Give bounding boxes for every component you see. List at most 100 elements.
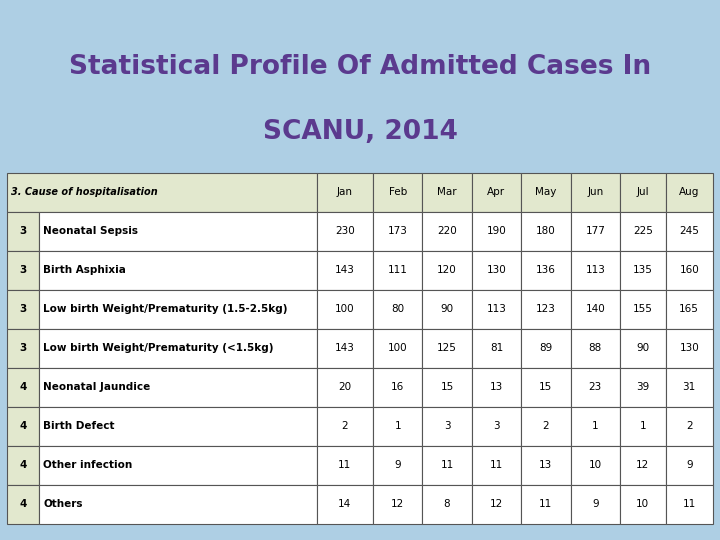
- Text: Others: Others: [43, 500, 83, 509]
- Bar: [373, 407, 423, 446]
- Bar: [571, 485, 620, 524]
- Bar: [571, 407, 620, 446]
- Bar: [39, 485, 317, 524]
- Text: 11: 11: [683, 500, 696, 509]
- Bar: [571, 446, 620, 485]
- Bar: [666, 251, 713, 290]
- Bar: [521, 290, 571, 329]
- Text: Statistical Profile Of Admitted Cases In: Statistical Profile Of Admitted Cases In: [69, 55, 651, 80]
- Bar: [373, 446, 423, 485]
- Text: 173: 173: [387, 226, 408, 237]
- Text: SCANU, 2014: SCANU, 2014: [263, 119, 457, 145]
- Text: 3: 3: [19, 265, 27, 275]
- Bar: [373, 290, 423, 329]
- Bar: [7, 446, 39, 485]
- Text: 15: 15: [539, 382, 552, 392]
- Bar: [521, 329, 571, 368]
- Bar: [317, 368, 373, 407]
- Bar: [666, 368, 713, 407]
- Bar: [7, 485, 39, 524]
- Text: 3: 3: [19, 305, 27, 314]
- Bar: [521, 212, 571, 251]
- Text: Jan: Jan: [337, 187, 353, 197]
- Bar: [666, 173, 713, 212]
- Bar: [666, 290, 713, 329]
- Bar: [317, 173, 373, 212]
- Text: 230: 230: [335, 226, 355, 237]
- Text: Low birth Weight/Prematurity (<1.5kg): Low birth Weight/Prematurity (<1.5kg): [43, 343, 274, 353]
- Text: 4: 4: [19, 460, 27, 470]
- Text: 113: 113: [487, 305, 506, 314]
- Bar: [423, 173, 472, 212]
- Bar: [666, 212, 713, 251]
- Text: 3: 3: [493, 421, 500, 431]
- Text: Neonatal Jaundice: Neonatal Jaundice: [43, 382, 150, 392]
- Bar: [472, 446, 521, 485]
- Text: 8: 8: [444, 500, 451, 509]
- Bar: [39, 290, 317, 329]
- Bar: [620, 251, 666, 290]
- Bar: [620, 290, 666, 329]
- Text: 2: 2: [341, 421, 348, 431]
- Bar: [423, 212, 472, 251]
- Text: 31: 31: [683, 382, 696, 392]
- Text: 4: 4: [19, 382, 27, 392]
- Text: 100: 100: [388, 343, 408, 353]
- Bar: [571, 173, 620, 212]
- Text: 80: 80: [391, 305, 404, 314]
- Text: 9: 9: [395, 460, 401, 470]
- Text: 130: 130: [680, 343, 699, 353]
- Text: 143: 143: [335, 343, 355, 353]
- Bar: [666, 446, 713, 485]
- Bar: [317, 290, 373, 329]
- Text: 90: 90: [441, 305, 454, 314]
- Text: 155: 155: [633, 305, 653, 314]
- Text: 135: 135: [633, 265, 653, 275]
- Text: Aug: Aug: [679, 187, 699, 197]
- Bar: [373, 368, 423, 407]
- Bar: [521, 173, 571, 212]
- Bar: [472, 173, 521, 212]
- Text: Jul: Jul: [636, 187, 649, 197]
- Bar: [373, 173, 423, 212]
- Bar: [472, 368, 521, 407]
- Text: 3: 3: [444, 421, 451, 431]
- Text: 136: 136: [536, 265, 556, 275]
- Bar: [373, 485, 423, 524]
- Text: 81: 81: [490, 343, 503, 353]
- Bar: [317, 485, 373, 524]
- Text: 2: 2: [686, 421, 693, 431]
- Text: Feb: Feb: [389, 187, 407, 197]
- Text: 23: 23: [589, 382, 602, 392]
- Text: 143: 143: [335, 265, 355, 275]
- Text: Low birth Weight/Prematurity (1.5-2.5kg): Low birth Weight/Prematurity (1.5-2.5kg): [43, 305, 288, 314]
- Text: 11: 11: [539, 500, 552, 509]
- Bar: [521, 368, 571, 407]
- Text: 3. Cause of hospitalisation: 3. Cause of hospitalisation: [12, 187, 158, 197]
- Bar: [620, 485, 666, 524]
- Bar: [39, 368, 317, 407]
- Text: Other infection: Other infection: [43, 460, 132, 470]
- Text: 165: 165: [679, 305, 699, 314]
- Bar: [571, 251, 620, 290]
- Bar: [472, 251, 521, 290]
- Bar: [39, 446, 317, 485]
- Bar: [7, 173, 317, 212]
- Text: 39: 39: [636, 382, 649, 392]
- Bar: [571, 212, 620, 251]
- Text: 20: 20: [338, 382, 351, 392]
- Text: 180: 180: [536, 226, 556, 237]
- Text: 140: 140: [585, 305, 606, 314]
- Text: 1: 1: [395, 421, 401, 431]
- Text: 4: 4: [19, 421, 27, 431]
- Text: 245: 245: [679, 226, 699, 237]
- Bar: [7, 290, 39, 329]
- Bar: [373, 212, 423, 251]
- Bar: [666, 329, 713, 368]
- Bar: [39, 407, 317, 446]
- Bar: [620, 368, 666, 407]
- Bar: [620, 173, 666, 212]
- Bar: [472, 485, 521, 524]
- Text: 190: 190: [487, 226, 506, 237]
- Bar: [472, 290, 521, 329]
